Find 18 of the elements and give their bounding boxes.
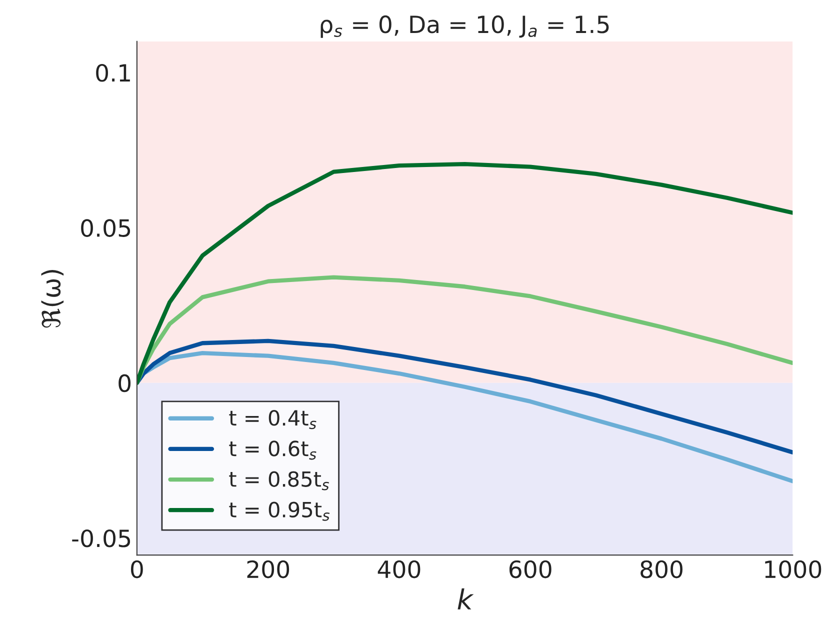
x-tick-label: 400 xyxy=(378,560,420,578)
x-tick-label: 200 xyxy=(247,560,290,578)
x-tick-label: 1000 xyxy=(765,560,822,578)
legend-label: t = 0.85t$_{s}$ xyxy=(229,471,329,490)
legend-label: t = 0.4t$_{s}$ xyxy=(229,410,316,430)
x-tick-label: 800 xyxy=(640,560,682,578)
legend-label: t = 0.95t$_{s}$ xyxy=(229,502,330,521)
y-axis-title: ℜ(ω) xyxy=(41,270,64,328)
x-tick-label: 600 xyxy=(509,560,552,578)
y-tick-label: 0 xyxy=(118,374,131,392)
legend-label: t = 0.6t$_{s}$ xyxy=(229,440,316,460)
line-series xyxy=(136,162,793,385)
y-tick-label: -0.05 xyxy=(72,529,130,548)
y-tick-label: 0.1 xyxy=(96,64,130,82)
y-tick-label: 0.05 xyxy=(81,219,130,237)
x-axis-title: k xyxy=(458,588,474,610)
chart-title: ρ$_{s}$ = 0, Da = 10, J$_{a}$ = 1.5 xyxy=(320,15,609,38)
x-tick-label: 0 xyxy=(130,560,143,578)
